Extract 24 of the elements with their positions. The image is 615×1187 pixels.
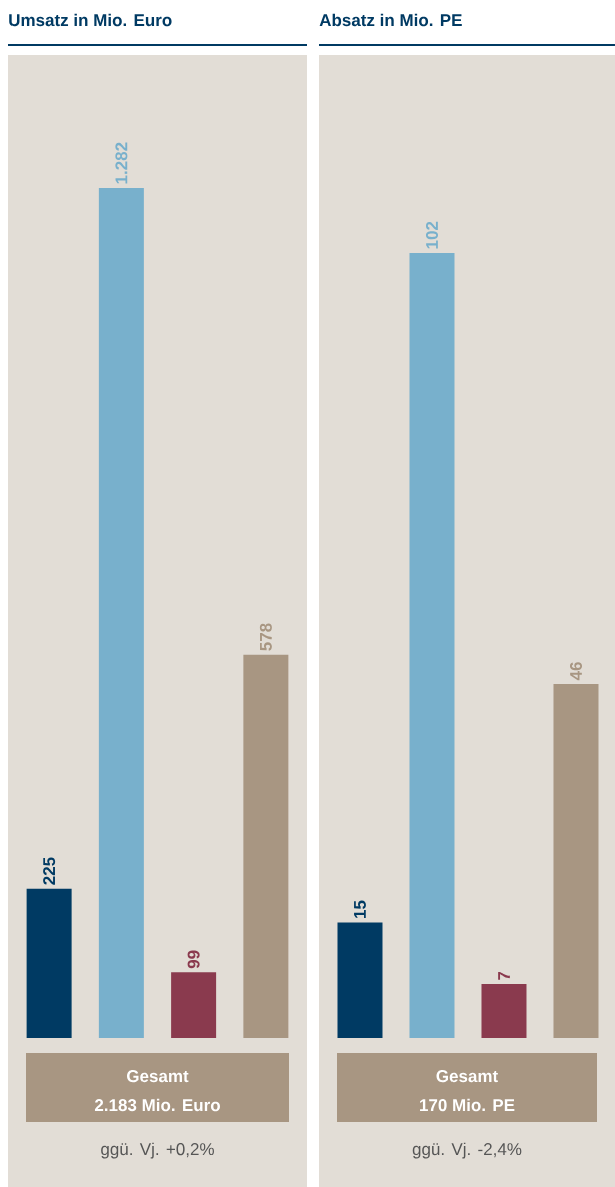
data-label: 46 <box>569 662 583 681</box>
bar <box>553 683 599 1038</box>
text: 170 Mio. PE <box>420 1098 515 1112</box>
text: ggü. Vj. -2,4% <box>412 1142 522 1159</box>
data-label: 225 <box>43 857 56 885</box>
bar <box>243 654 289 1038</box>
text: Gesamt <box>436 1070 498 1083</box>
chart-title: Absatz in Mio. PE <box>319 13 462 27</box>
bar <box>481 984 527 1038</box>
bar <box>26 888 72 1038</box>
text: ggü. Vj. +0,2% <box>101 1142 214 1159</box>
data-label: 578 <box>259 623 272 651</box>
data-label: 102 <box>425 221 439 249</box>
data-label: 1.282 <box>115 142 128 184</box>
text: Gesamt <box>127 1070 189 1083</box>
data-label: 99 <box>187 950 200 969</box>
bar <box>98 188 144 1038</box>
text: 2.183 Mio. Euro <box>94 1098 220 1112</box>
data-label: 15 <box>354 900 366 918</box>
bar <box>171 972 217 1038</box>
chart-title: Umsatz in Mio. Euro <box>9 13 172 27</box>
data-label: 7 <box>498 971 510 980</box>
bar <box>409 253 455 1038</box>
bar <box>337 922 383 1038</box>
